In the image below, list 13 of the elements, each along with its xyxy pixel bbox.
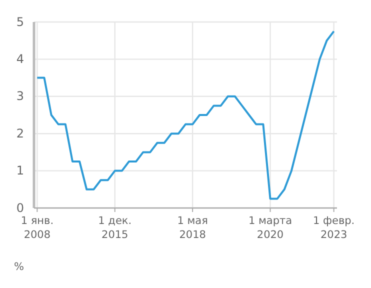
x-tick-label: 1 февр. 2023 xyxy=(312,215,355,241)
y-axis-title: % xyxy=(14,261,24,273)
y-tick-label: 3 xyxy=(16,89,24,104)
y-tick-label: 5 xyxy=(16,14,24,29)
x-tick-label: 1 дек. 2015 xyxy=(98,215,132,241)
y-tick-label: 0 xyxy=(16,200,24,215)
y-tick-label: 1 xyxy=(16,164,24,178)
x-tick-label: 1 янв. 2008 xyxy=(20,215,54,241)
line-series xyxy=(36,30,335,200)
y-tick-label: 2 xyxy=(16,126,24,140)
x-tick-label: 1 марта 2020 xyxy=(248,215,292,241)
y-tick-label: 4 xyxy=(16,52,24,66)
x-tick-label: 1 мая 2018 xyxy=(177,215,208,241)
